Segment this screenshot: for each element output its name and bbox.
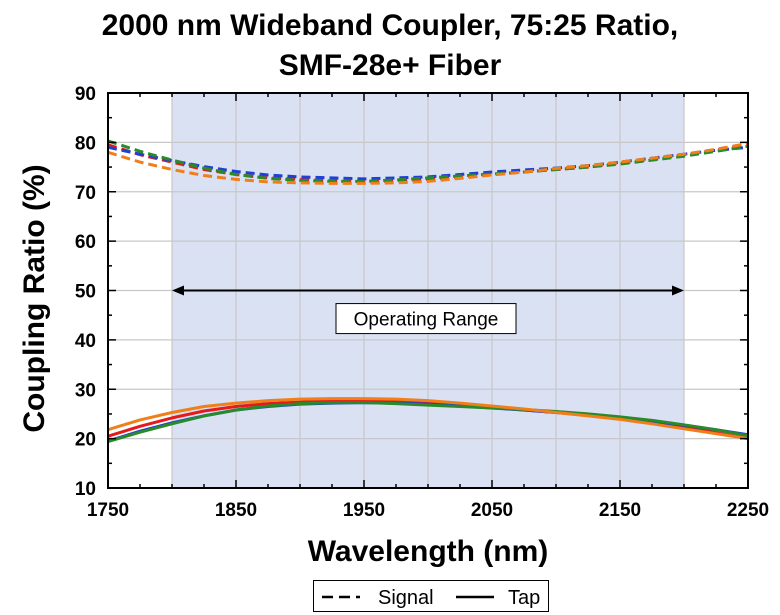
x-tick-label: 2150 [599,500,641,521]
legend: Signal Tap [313,580,549,612]
operating-range-label-box [335,303,517,335]
x-tick-label: 2050 [471,500,513,521]
y-tick-label: 20 [75,430,96,451]
series-line-tap-7 [107,397,749,441]
chart-title: 2000 nm Wideband Coupler, 75:25 Ratio, S… [0,6,780,86]
series-line-tap-6 [107,401,749,444]
chart-title-line2: SMF-28e+ Fiber [278,49,502,82]
legend-label-signal: Signal [378,587,434,609]
legend-item-tap: Tap [454,585,544,609]
tick-labels: 1750 1850 1950 2050 2150 2250 10 20 30 40 50 60 70 80… [75,84,769,521]
series-group [107,139,749,444]
y-tick-label: 50 [75,282,96,303]
y-tick-label: 60 [75,232,96,253]
arrowhead-left-icon [172,285,184,296]
y-tick-label: 30 [75,380,96,401]
legend-label-tap: Tap [508,587,541,609]
operating-range-annotation: Operating Range [172,285,684,335]
x-tick-label: 1750 [87,500,129,521]
x-tick-label: 1950 [343,500,385,521]
chart-title-line1: 2000 nm Wideband Coupler, 75:25 Ratio, [101,9,679,42]
legend-item-signal: Signal [320,585,434,609]
operating-range-label: Operating Range [354,310,499,331]
dashed-line-icon [322,595,360,599]
y-axis-title: Coupling Ratio (%) [18,164,51,432]
x-axis-title: Wavelength (nm) [308,535,549,568]
series-line-signal-3 [107,141,749,185]
series-line-signal-2 [107,139,749,183]
y-tick-label: 90 [75,84,96,105]
y-tick-label: 70 [75,183,96,204]
arrowhead-right-icon [672,285,684,296]
x-tick-label: 1850 [215,500,257,521]
solid-line-icon [456,595,494,599]
y-tick-label: 40 [75,331,96,352]
x-tick-label: 2250 [727,500,769,521]
y-tick-label: 10 [75,479,96,500]
y-tick-label: 80 [75,133,96,154]
axes [107,92,749,489]
